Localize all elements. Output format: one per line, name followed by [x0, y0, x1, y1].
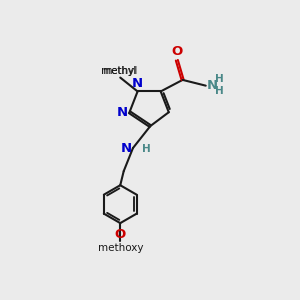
Text: methyl: methyl: [102, 66, 136, 76]
Text: methoxy: methoxy: [98, 243, 143, 253]
Text: methyl: methyl: [101, 66, 137, 76]
Text: N: N: [121, 142, 132, 154]
Text: N: N: [117, 106, 128, 119]
Text: H: H: [214, 74, 223, 84]
Text: N: N: [132, 76, 143, 90]
Text: N: N: [207, 79, 218, 92]
Text: H: H: [214, 86, 223, 96]
Text: O: O: [171, 45, 182, 58]
Text: H: H: [142, 144, 151, 154]
Text: O: O: [115, 228, 126, 242]
